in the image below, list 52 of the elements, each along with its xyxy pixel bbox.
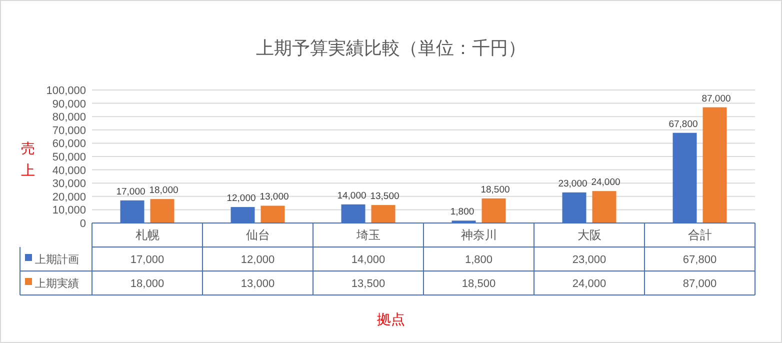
data-label: 24,000 (572, 278, 606, 290)
data-label: 23,000 (572, 254, 606, 266)
text: 87,000 (702, 93, 731, 104)
text: 18,000 (149, 185, 178, 196)
bar (482, 198, 506, 223)
x-tick-label: 大阪 (577, 228, 602, 242)
text: 1,800 (450, 206, 474, 218)
y-tick-label: 0 (80, 218, 86, 230)
x-axis-title: 拠点 (377, 311, 405, 327)
text: 67,800 (668, 118, 698, 130)
data-label: 67,800 (682, 254, 717, 266)
data-label: 17,000 (130, 254, 164, 266)
y-tick-label: 50,000 (52, 152, 86, 164)
bar (260, 206, 285, 223)
legend-label: 上期実績 (35, 277, 79, 290)
x-tick-label: 合計 (688, 228, 712, 242)
text: 12,000 (226, 193, 256, 204)
data-label: 13,500 (351, 278, 386, 290)
text: 23,000 (558, 178, 588, 190)
y-tick-label: 30,000 (52, 178, 86, 190)
text: 18,500 (480, 184, 510, 196)
legend-label: 上期計画 (35, 253, 79, 266)
text: 24,000 (591, 177, 620, 188)
bar (371, 205, 396, 223)
y-tick-label: 100,000 (46, 85, 86, 97)
y-tick-label: 70,000 (52, 124, 86, 137)
x-tick-label: 仙台 (246, 228, 270, 242)
bar (702, 107, 727, 223)
text: 14,000 (337, 190, 366, 202)
x-tick-label: 神奈川 (460, 228, 497, 242)
text: 17,000 (116, 186, 146, 198)
y-tick-label: 40,000 (52, 164, 86, 177)
y-tick-label: 90,000 (52, 98, 86, 110)
bar (592, 191, 616, 223)
data-label: 18,500 (462, 278, 496, 290)
data-label: 87,000 (682, 278, 717, 290)
x-tick-label: 埼玉 (355, 228, 380, 242)
y-tick-label: 80,000 (52, 112, 86, 124)
data-label: 12,000 (240, 254, 275, 266)
chart-title: 上期予算実績比較（単位：千円） (256, 38, 526, 58)
data-label: 18,000 (130, 278, 164, 290)
x-tick-label: 札幌 (135, 228, 160, 242)
y-tick-label: 60,000 (52, 138, 86, 150)
y-tick-label: 10,000 (52, 204, 86, 217)
data-label: 1,800 (464, 254, 493, 266)
y-axis-title: 売上 (21, 140, 35, 178)
data-label: 14,000 (351, 254, 386, 266)
text: 13,000 (260, 192, 289, 203)
bar (150, 199, 174, 223)
text: 13,500 (370, 191, 400, 202)
data-label: 13,000 (240, 278, 275, 290)
y-tick-label: 20,000 (52, 191, 86, 204)
